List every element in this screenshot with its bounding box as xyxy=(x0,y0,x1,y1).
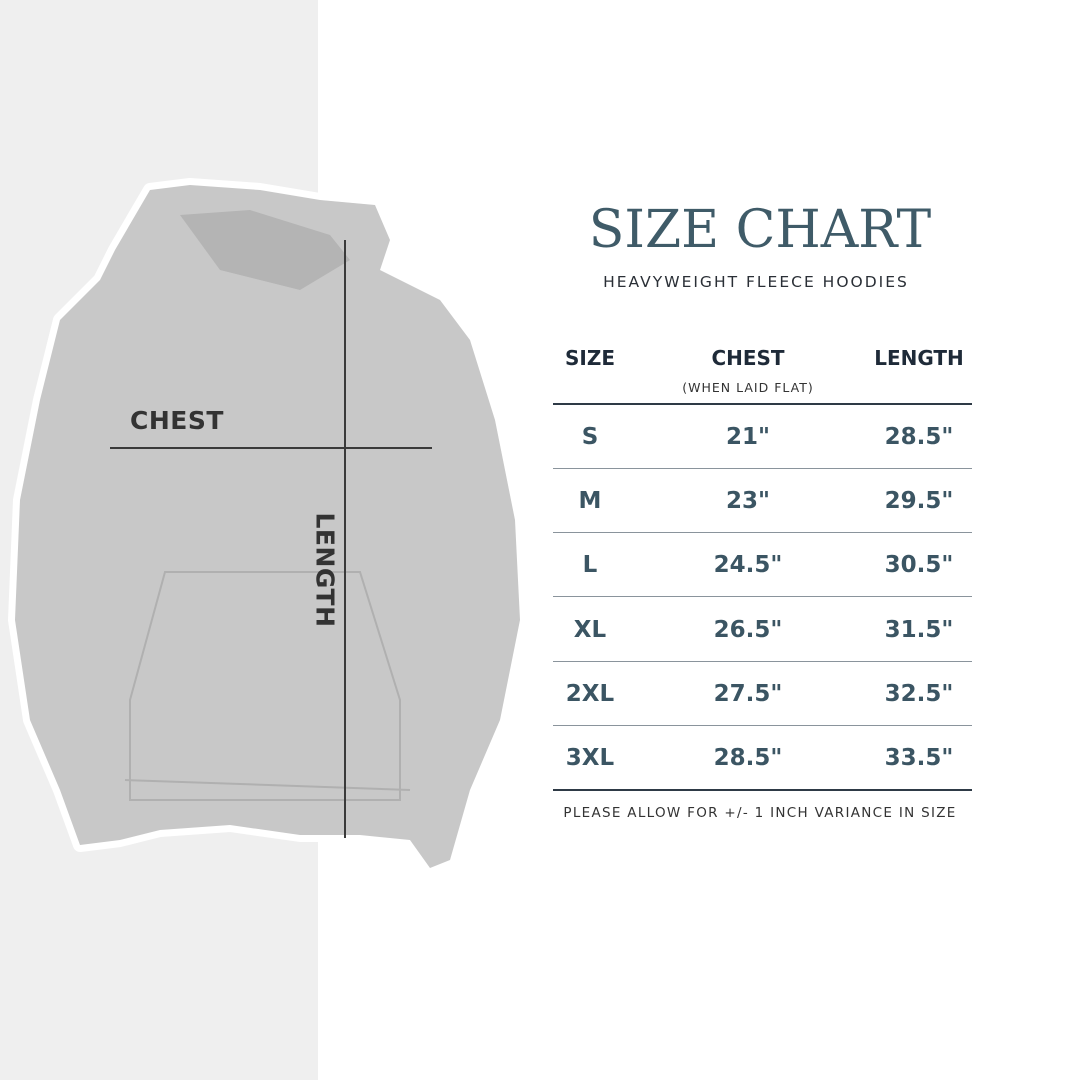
waistband xyxy=(124,779,411,791)
cell-chest: 28.5" xyxy=(713,745,783,771)
cell-chest: 27.5" xyxy=(713,680,783,707)
cell-size: 2XL xyxy=(565,680,615,707)
header-divider xyxy=(553,403,972,405)
column-header-chest: CHEST xyxy=(711,346,785,370)
cell-size: L xyxy=(582,552,598,579)
row-divider xyxy=(553,596,972,598)
cell-length: 28.5" xyxy=(884,424,954,450)
cell-chest: 21" xyxy=(726,424,770,450)
row-divider xyxy=(553,724,972,726)
variance-note: PLEASE ALLOW FOR +/- 1 INCH VARIANCE IN … xyxy=(563,805,957,821)
cell-length: 32.5" xyxy=(884,680,954,707)
cell-chest: 26.5" xyxy=(713,616,783,643)
chest-measure-label: CHEST xyxy=(130,406,224,435)
cell-length: 30.5" xyxy=(884,552,954,579)
row-divider xyxy=(553,660,972,662)
page-title: SIZE CHART xyxy=(588,200,932,260)
cell-length: 29.5" xyxy=(884,488,954,515)
cell-chest: 24.5" xyxy=(713,552,783,579)
length-measure-label: LENGTH xyxy=(310,512,340,628)
chest-note: (WHEN LAID FLAT) xyxy=(682,380,814,395)
kangaroo-pocket xyxy=(129,571,401,801)
cell-chest: 23" xyxy=(726,488,770,515)
cell-size: S xyxy=(581,424,599,450)
cell-size: M xyxy=(578,488,602,515)
hoodie-image xyxy=(8,178,527,875)
row-divider xyxy=(553,532,972,534)
column-header-size: SIZE xyxy=(564,346,615,370)
cell-size: XL xyxy=(573,616,607,643)
cell-length: 31.5" xyxy=(884,616,954,643)
row-divider xyxy=(553,789,972,791)
page-subtitle: HEAVYWEIGHT FLEECE HOODIES xyxy=(603,273,909,291)
cell-size: 3XL xyxy=(565,745,615,771)
hood-inner xyxy=(180,210,350,290)
cell-length: 33.5" xyxy=(884,745,954,771)
row-divider xyxy=(553,468,972,469)
column-header-length: LENGTH xyxy=(874,346,964,370)
